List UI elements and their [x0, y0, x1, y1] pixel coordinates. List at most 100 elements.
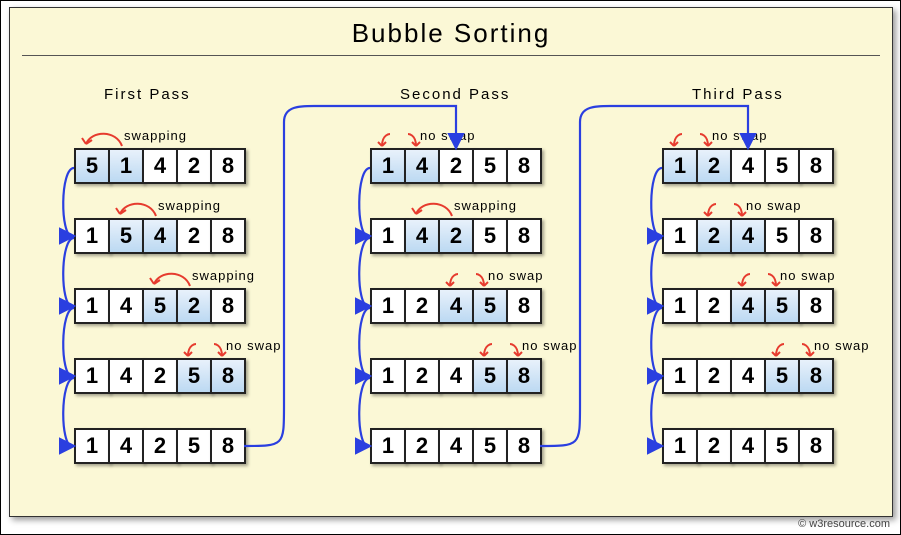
annotation-text: no swap: [522, 338, 577, 353]
noswap-arrow-icon: [766, 338, 814, 360]
array-cell: 5: [108, 218, 144, 254]
array-cell: 5: [764, 148, 800, 184]
array-cell: 2: [438, 218, 474, 254]
array-cell: 2: [696, 428, 732, 464]
annotation-text: no swap: [780, 268, 835, 283]
array-cell: 4: [730, 148, 766, 184]
array-row: 14258: [370, 148, 540, 184]
array-cell: 5: [472, 288, 508, 324]
noswap-arrow-icon: [178, 338, 226, 360]
array-cell: 4: [730, 358, 766, 394]
array-cell: 4: [438, 428, 474, 464]
noswap-arrow-icon: [664, 128, 712, 150]
array-cell: 2: [176, 218, 212, 254]
array-cell: 1: [74, 218, 110, 254]
outer-frame: Bubble Sorting First Pass51428 swapping1…: [0, 0, 901, 535]
array-cell: 4: [404, 218, 440, 254]
array-cell: 5: [176, 428, 212, 464]
array-cell: 2: [142, 358, 178, 394]
array-cell: 2: [696, 148, 732, 184]
array-cell: 2: [176, 288, 212, 324]
array-cell: 5: [472, 428, 508, 464]
array-cell: 5: [74, 148, 110, 184]
annotation-text: swapping: [454, 198, 517, 213]
annotation-text: no swap: [226, 338, 281, 353]
annotation-text: no swap: [746, 198, 801, 213]
array-row: 14528: [74, 288, 244, 324]
array-cell: 1: [662, 428, 698, 464]
array-row: 14258: [74, 428, 244, 464]
annotation-text: no swap: [712, 128, 767, 143]
array-cell: 4: [404, 148, 440, 184]
array-cell: 8: [506, 358, 542, 394]
array-cell: 4: [730, 218, 766, 254]
pass-label: First Pass: [104, 86, 191, 103]
array-cell: 4: [438, 288, 474, 324]
annotation-text: no swap: [488, 268, 543, 283]
noswap-arrow-icon: [698, 198, 746, 220]
array-cell: 2: [696, 358, 732, 394]
array-cell: 5: [764, 428, 800, 464]
array-cell: 5: [142, 288, 178, 324]
array-row: 15428: [74, 218, 244, 254]
array-cell: 8: [506, 288, 542, 324]
array-cell: 5: [472, 218, 508, 254]
array-cell: 5: [764, 288, 800, 324]
array-cell: 2: [404, 288, 440, 324]
swap-arrow-icon: [110, 198, 158, 220]
array-cell: 4: [108, 288, 144, 324]
array-cell: 8: [506, 428, 542, 464]
array-row: 12458: [662, 288, 832, 324]
array-cell: 1: [662, 218, 698, 254]
array-row: 12458: [370, 358, 540, 394]
array-cell: 5: [472, 358, 508, 394]
array-cell: 5: [764, 358, 800, 394]
array-cell: 8: [210, 288, 246, 324]
array-cell: 8: [798, 358, 834, 394]
annotation-text: swapping: [192, 268, 255, 283]
array-row: 12458: [662, 148, 832, 184]
array-cell: 8: [798, 148, 834, 184]
array-cell: 2: [696, 218, 732, 254]
noswap-arrow-icon: [474, 338, 522, 360]
array-row: 12458: [662, 428, 832, 464]
annotation-text: no swap: [814, 338, 869, 353]
array-cell: 2: [404, 358, 440, 394]
annotation-text: swapping: [158, 198, 221, 213]
annotation-text: no swap: [420, 128, 475, 143]
array-row: 12458: [662, 218, 832, 254]
array-row: 14258: [74, 358, 244, 394]
array-row: 14258: [370, 218, 540, 254]
array-cell: 5: [764, 218, 800, 254]
credit-text: © w3resource.com: [798, 518, 890, 530]
array-cell: 2: [142, 428, 178, 464]
array-cell: 1: [662, 358, 698, 394]
array-cell: 1: [108, 148, 144, 184]
array-cell: 8: [210, 358, 246, 394]
array-cell: 1: [74, 288, 110, 324]
array-cell: 8: [210, 218, 246, 254]
array-row: 12458: [370, 428, 540, 464]
swap-arrow-icon: [406, 198, 454, 220]
array-cell: 2: [438, 148, 474, 184]
array-cell: 1: [74, 428, 110, 464]
array-cell: 1: [370, 148, 406, 184]
array-row: 12458: [370, 288, 540, 324]
array-cell: 8: [798, 288, 834, 324]
array-cell: 1: [370, 218, 406, 254]
array-cell: 4: [438, 358, 474, 394]
title-divider: [22, 55, 880, 56]
array-cell: 5: [472, 148, 508, 184]
noswap-arrow-icon: [440, 268, 488, 290]
array-cell: 4: [142, 218, 178, 254]
array-row: 12458: [662, 358, 832, 394]
array-cell: 1: [662, 288, 698, 324]
array-cell: 1: [370, 358, 406, 394]
array-cell: 5: [176, 358, 212, 394]
diagram-title: Bubble Sorting: [10, 8, 892, 55]
noswap-arrow-icon: [372, 128, 420, 150]
array-cell: 4: [730, 428, 766, 464]
array-cell: 8: [798, 218, 834, 254]
diagram-panel: Bubble Sorting First Pass51428 swapping1…: [9, 7, 893, 517]
array-cell: 8: [506, 148, 542, 184]
